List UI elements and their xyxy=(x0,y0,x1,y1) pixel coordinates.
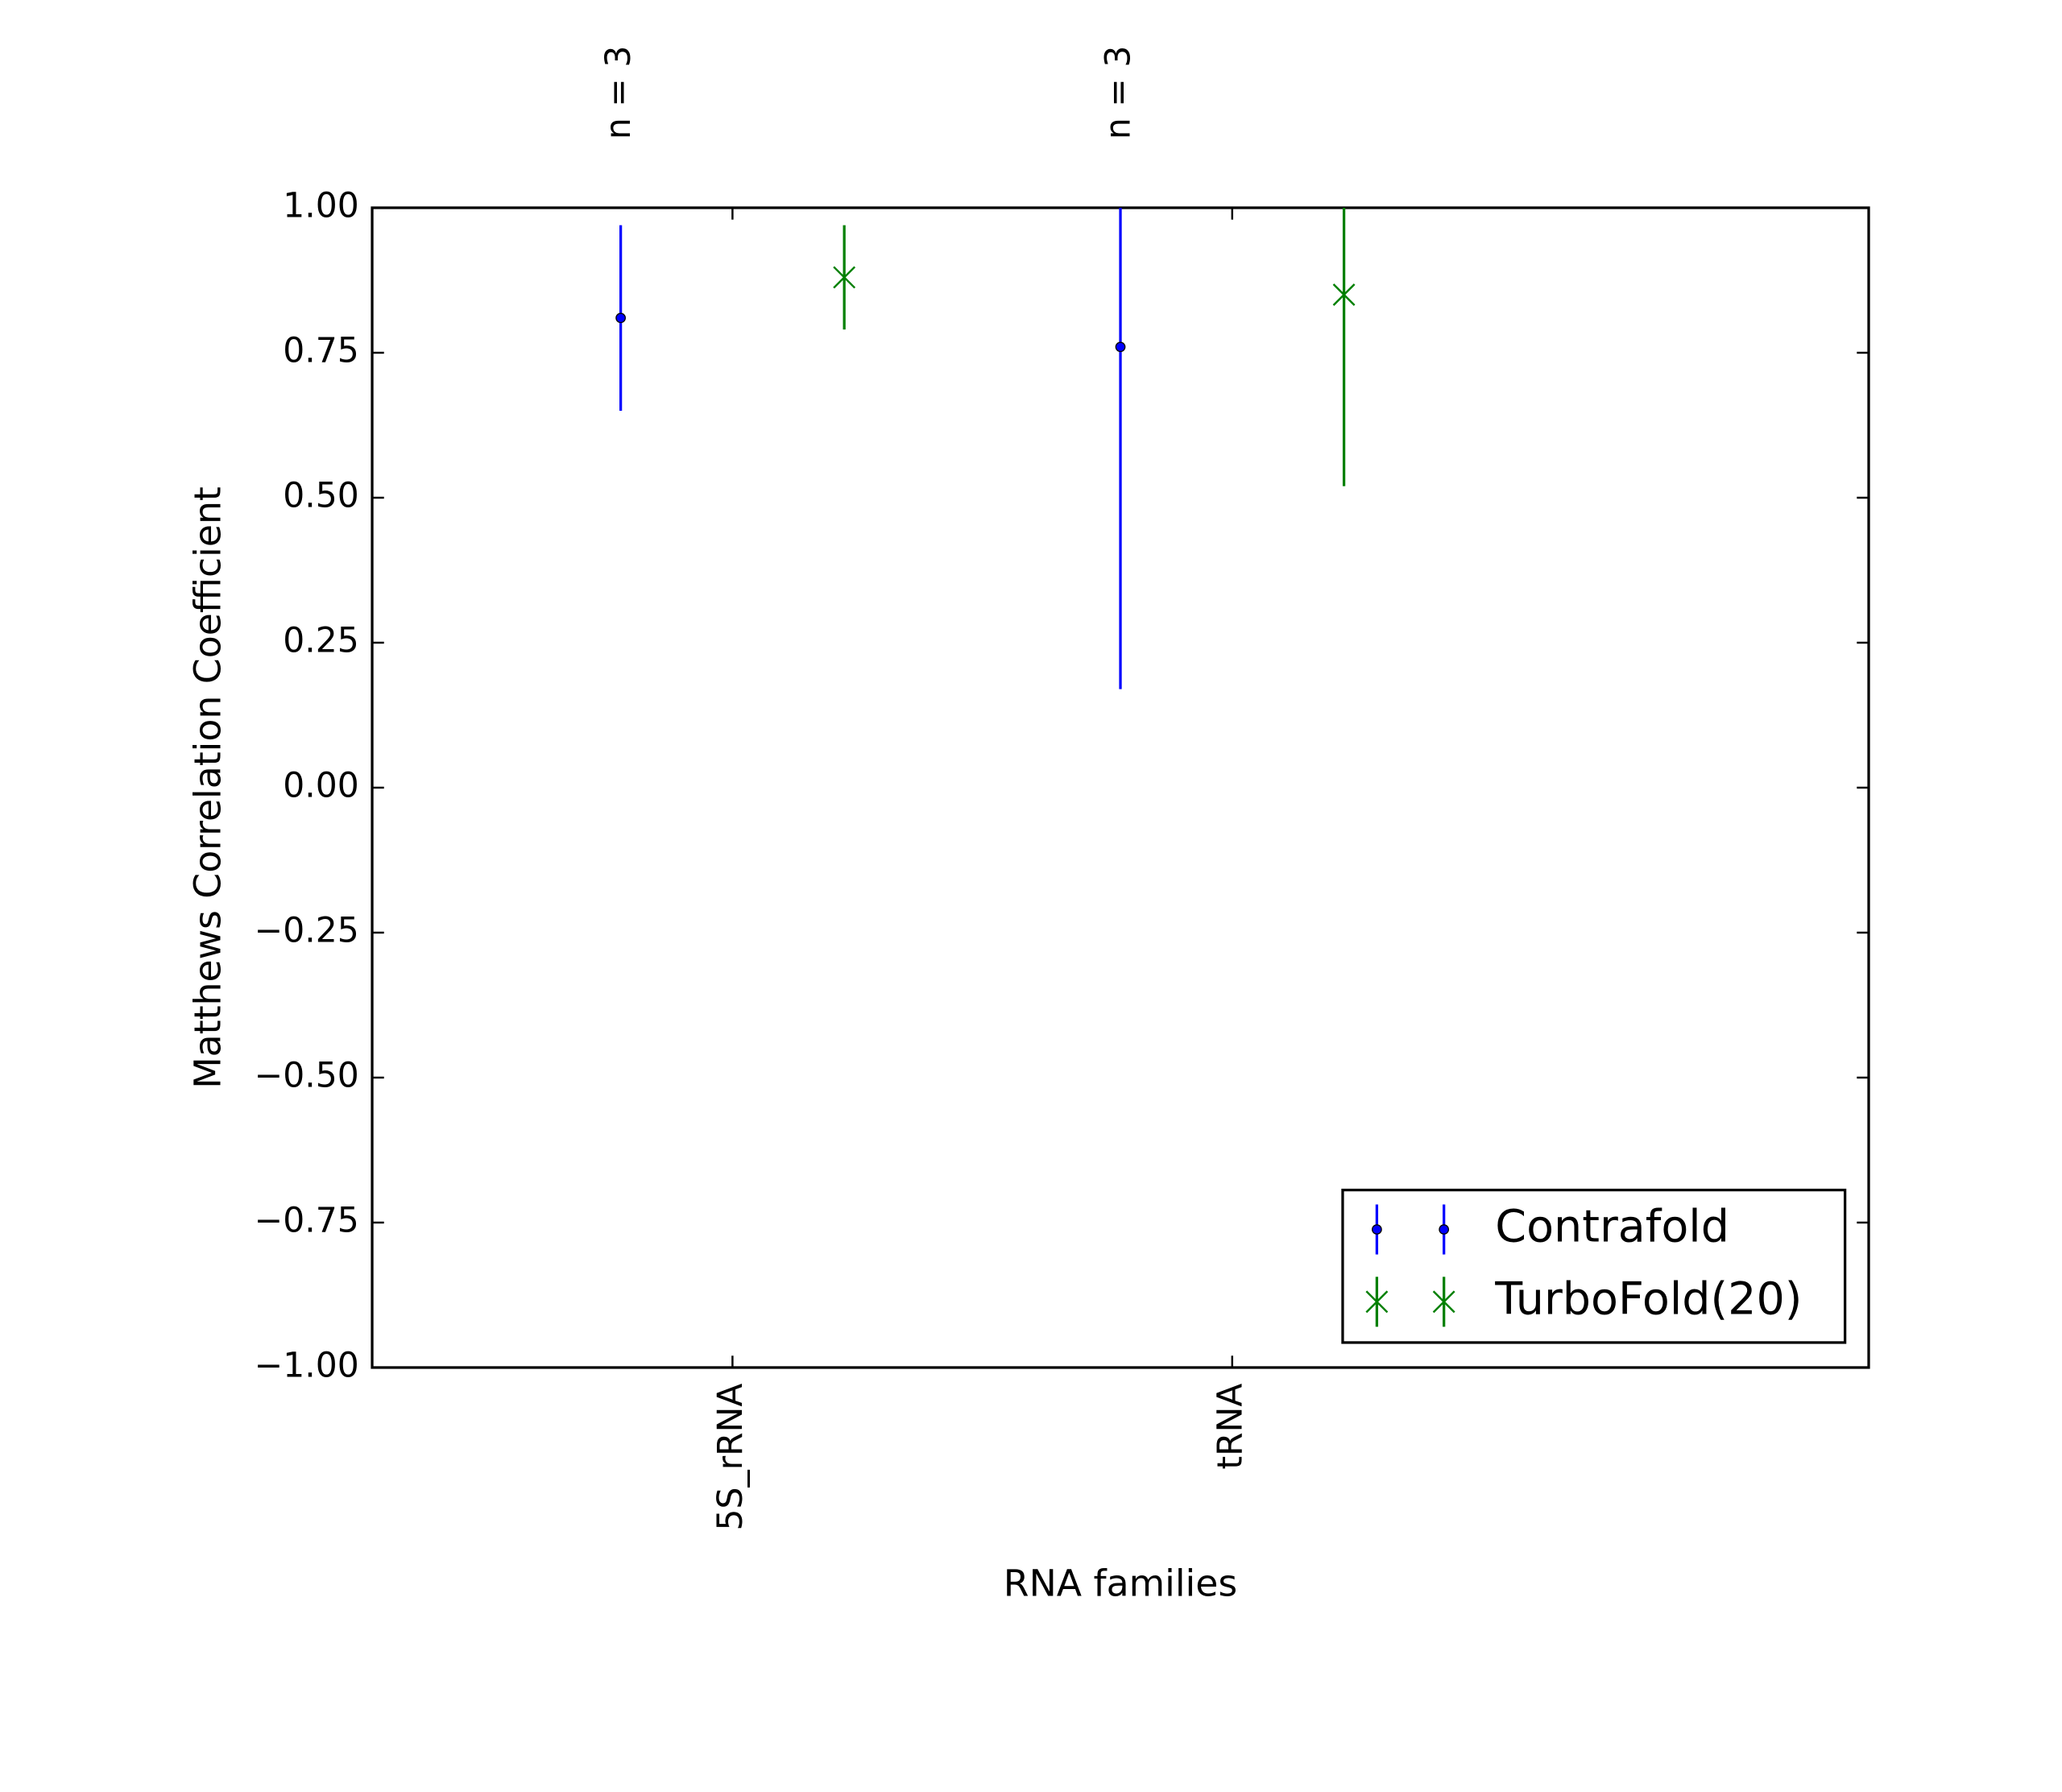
marker xyxy=(1332,283,1356,306)
legend-label: TurboFold(20) xyxy=(1494,1273,1802,1325)
y-tick-label: 0.50 xyxy=(283,476,359,515)
y-tick-label: −0.75 xyxy=(255,1201,359,1240)
legend-box xyxy=(1341,1188,1847,1344)
x-tick-label: tRNA xyxy=(1211,1384,1250,1470)
y-tick-label: 1.00 xyxy=(283,186,359,226)
marker xyxy=(833,266,856,289)
y-tick-label: 0.75 xyxy=(283,331,359,370)
y-tick-label: −0.25 xyxy=(255,911,359,950)
y-tick-label: 0.25 xyxy=(283,621,359,660)
marker xyxy=(1439,1224,1450,1235)
x-axis-label: RNA families xyxy=(1004,1562,1237,1604)
y-axis-label: Matthews Correlation Coefficient xyxy=(187,486,230,1089)
annotation: n = 3 xyxy=(1099,46,1139,139)
annotation: n = 3 xyxy=(599,46,639,139)
marker xyxy=(1115,341,1126,353)
y-tick-label: −1.00 xyxy=(255,1346,359,1385)
y-tick-label: 0.00 xyxy=(283,766,359,805)
marker xyxy=(1432,1290,1455,1314)
legend-label: Contrafold xyxy=(1495,1201,1729,1253)
plot-area xyxy=(615,207,1356,689)
marker xyxy=(1365,1290,1389,1314)
marker xyxy=(615,312,626,324)
marker xyxy=(1372,1224,1382,1235)
x-tick-label: 5S_rRNA xyxy=(711,1384,751,1531)
y-tick-label: −0.50 xyxy=(255,1056,359,1095)
